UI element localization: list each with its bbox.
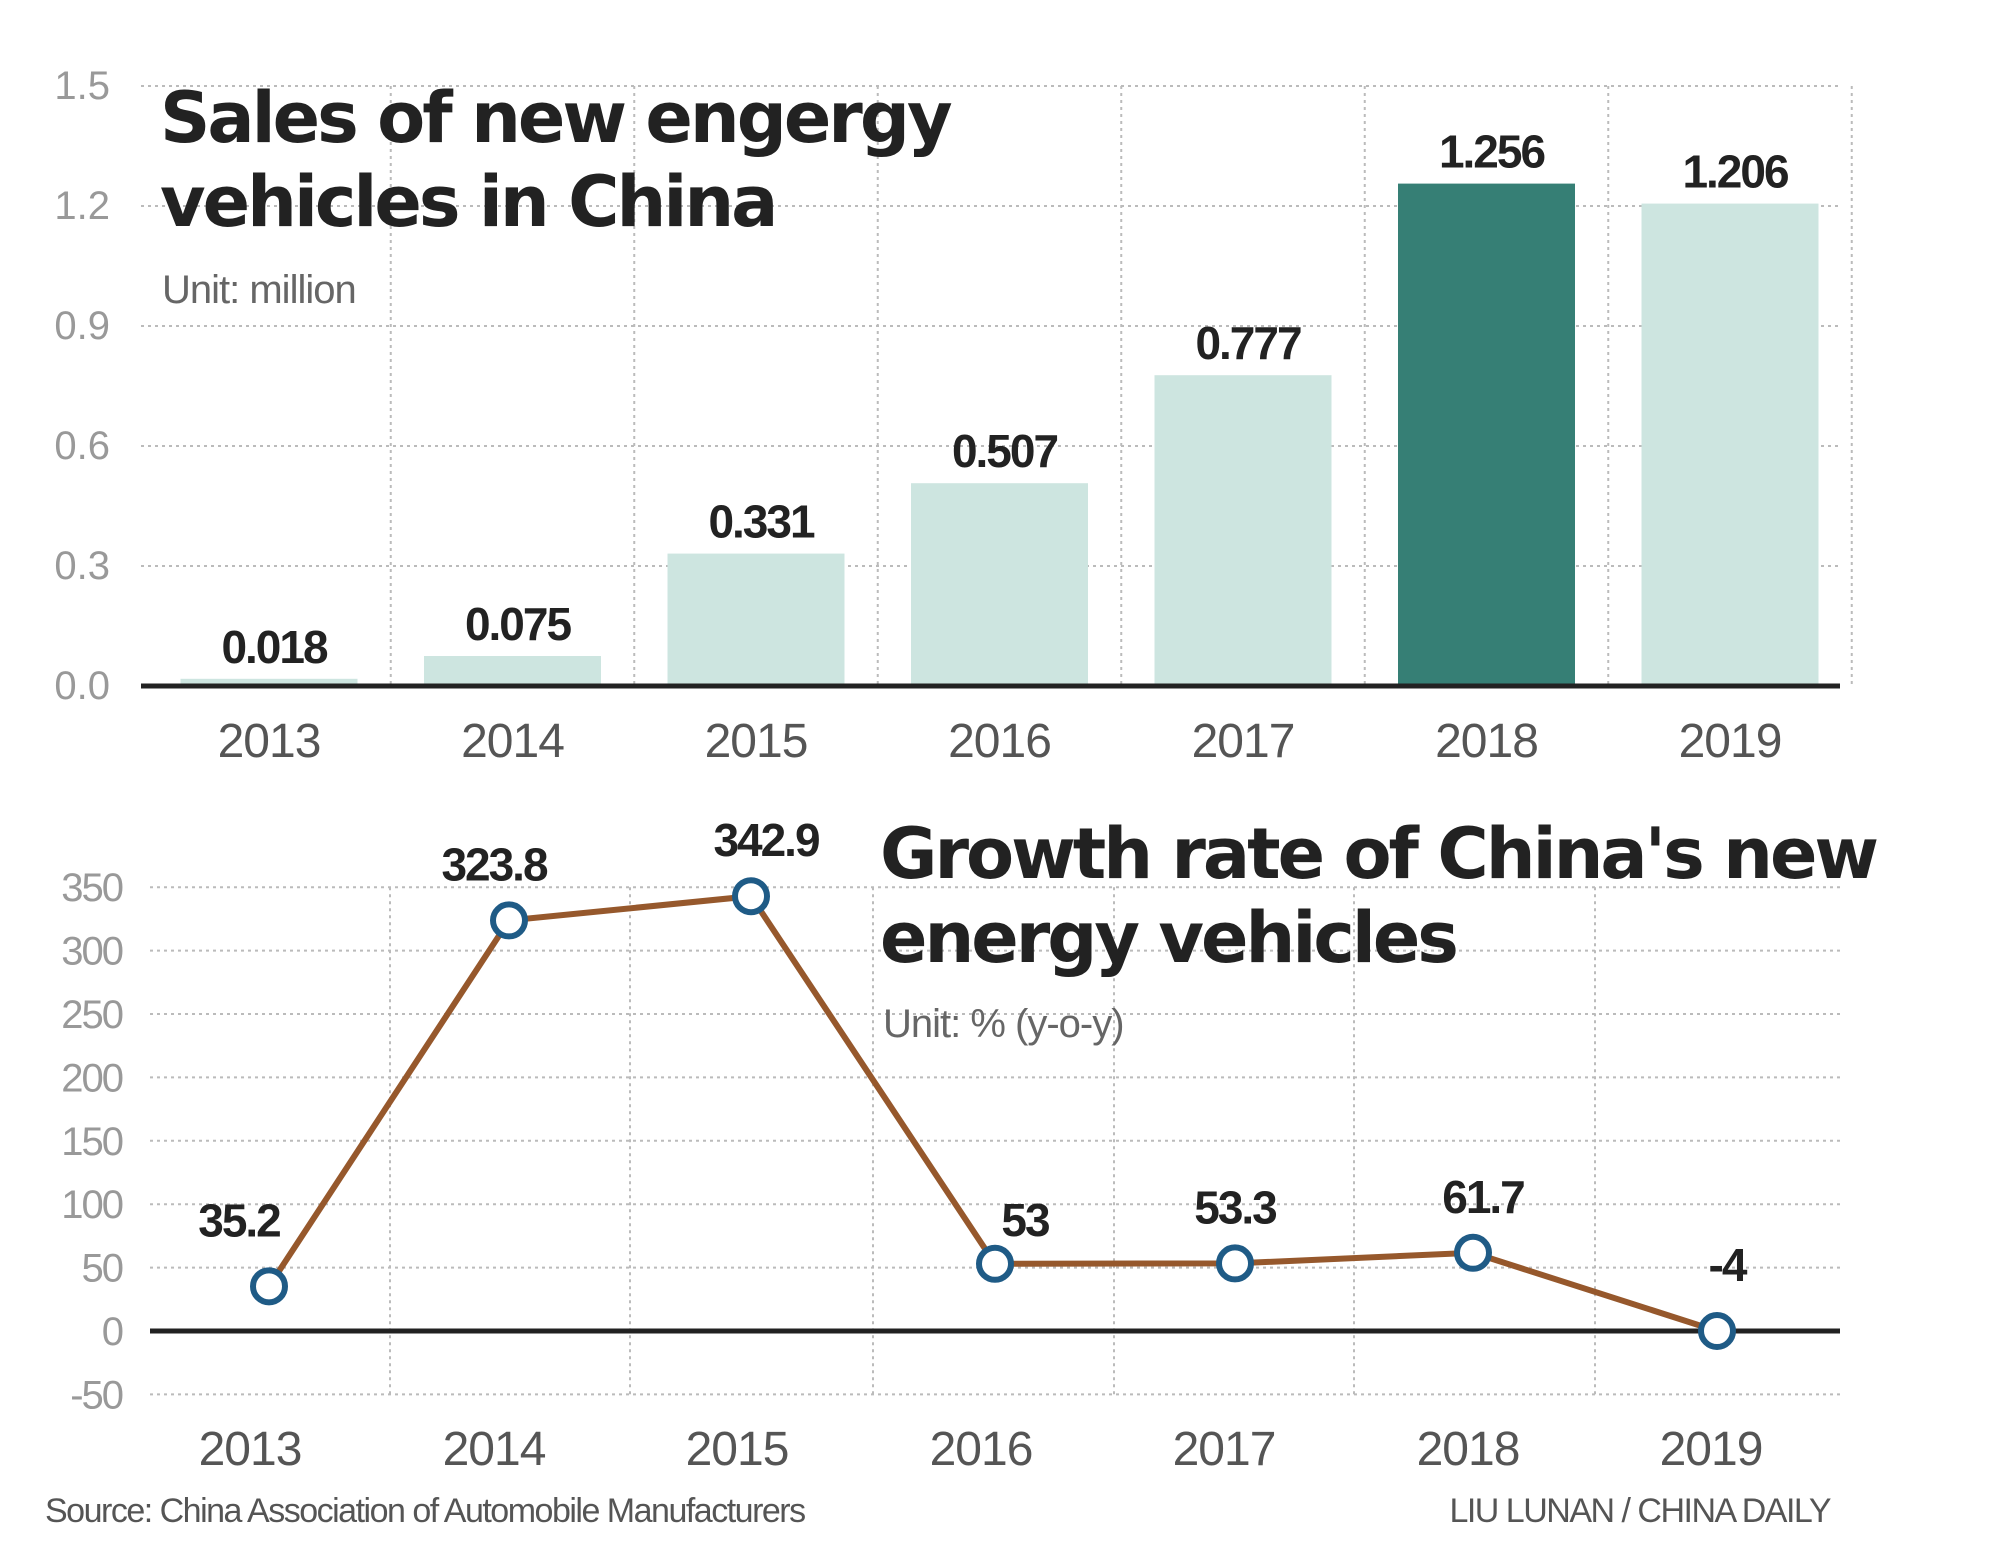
y-tick-label: 50 [82, 1247, 123, 1291]
x-tick-label: 2015 [686, 1423, 789, 1476]
y-tick-label: 0.0 [54, 664, 110, 708]
y-tick-label: 0.9 [54, 304, 110, 348]
credit: LIU LUNAN / CHINA DAILY [1449, 1492, 1831, 1530]
x-tick-label: 2016 [930, 1423, 1033, 1476]
y-tick-label: 350 [61, 866, 122, 910]
bar-value-label: 0.777 [1195, 317, 1301, 369]
y-tick-label: 300 [61, 930, 122, 974]
y-tick-label: 200 [61, 1056, 122, 1100]
x-tick-label: 2017 [1192, 715, 1295, 768]
line-chart-unit: Unit: % (y-o-y) [883, 1002, 1125, 1046]
x-tick-label: 2014 [461, 715, 564, 768]
point-value-label: 53.3 [1194, 1181, 1276, 1233]
data-point-2017 [1216, 1244, 1254, 1283]
bar-2018 [1398, 183, 1575, 686]
x-tick-label: 2015 [705, 715, 808, 768]
bar-2016 [911, 483, 1088, 686]
y-tick-label: -50 [70, 1373, 123, 1417]
y-tick-label: 100 [61, 1183, 122, 1227]
y-tick-label: 1.5 [54, 64, 110, 108]
x-tick-label: 2019 [1679, 715, 1782, 768]
point-value-label: 342.9 [713, 814, 819, 866]
y-tick-label: 150 [61, 1120, 122, 1164]
bar-2013 [180, 678, 358, 686]
bar-value-label: 0.331 [708, 496, 815, 548]
bar-chart-unit: Unit: million [162, 268, 357, 312]
point-value-label: 35.2 [198, 1194, 280, 1246]
bar-2014 [424, 656, 601, 686]
line-chart-title: Growth rate of China's new energy vehicl… [880, 813, 1879, 979]
bar-value-label: 1.256 [1439, 126, 1545, 178]
y-tick-label: 0.3 [54, 544, 110, 588]
x-tick-label: 2014 [443, 1423, 546, 1476]
data-point-2019 [1698, 1312, 1736, 1350]
source-note: Source: China Association of Automobile … [45, 1492, 806, 1530]
bar-value-label: 0.507 [952, 425, 1058, 477]
bar-2017 [1154, 375, 1332, 686]
bar-2015 [667, 553, 845, 686]
y-tick-label: 1.2 [54, 184, 110, 228]
x-tick-label: 2018 [1417, 1423, 1520, 1476]
x-tick-label: 2019 [1660, 1423, 1763, 1476]
bar-value-label: 1.206 [1682, 146, 1788, 198]
data-point-2016 [976, 1244, 1014, 1283]
data-point-2018 [1454, 1233, 1492, 1272]
bar-value-label: 0.075 [465, 598, 572, 650]
point-value-label: -4 [1709, 1239, 1748, 1291]
x-tick-label: 2013 [218, 715, 321, 768]
y-tick-label: 250 [61, 993, 122, 1037]
bar-chart-title: Sales of new engergy vehicles in China [160, 77, 953, 243]
x-tick-label: 2018 [1435, 715, 1538, 768]
point-value-label: 53 [1001, 1194, 1049, 1246]
data-point-2014 [490, 901, 528, 940]
x-tick-label: 2017 [1173, 1423, 1276, 1476]
point-value-label: 61.7 [1442, 1171, 1524, 1223]
data-point-2015 [732, 877, 770, 916]
x-tick-label: 2016 [948, 715, 1051, 768]
bar-value-label: 0.018 [221, 621, 328, 673]
data-point-2013 [250, 1267, 288, 1306]
point-value-label: 323.8 [441, 838, 548, 890]
y-tick-label: 0.6 [54, 424, 110, 468]
y-tick-label: 0 [102, 1310, 123, 1354]
bar-2019 [1641, 203, 1819, 686]
x-tick-label: 2013 [199, 1423, 302, 1476]
